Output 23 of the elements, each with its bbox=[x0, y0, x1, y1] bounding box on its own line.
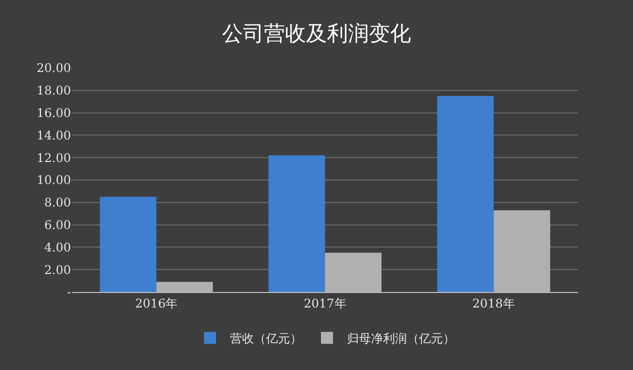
y-tick-label: 6.00 bbox=[44, 218, 71, 232]
bar bbox=[268, 155, 325, 292]
x-tick-label: 2018年 bbox=[472, 296, 515, 310]
legend-label: 营收（亿元） bbox=[230, 332, 302, 346]
bar bbox=[437, 96, 494, 292]
x-tick-label: 2017年 bbox=[304, 296, 346, 310]
y-tick-label: 10.00 bbox=[36, 173, 71, 188]
bar bbox=[100, 196, 156, 292]
y-tick-label: 2.00 bbox=[44, 262, 71, 277]
y-tick-label: 16.00 bbox=[36, 106, 71, 120]
bar bbox=[494, 210, 550, 292]
bar bbox=[156, 282, 213, 292]
y-tick-label: 4.00 bbox=[44, 240, 71, 254]
y-tick-label: 8.00 bbox=[44, 196, 71, 210]
y-tick-label: - bbox=[66, 285, 71, 300]
x-tick-label: 2016年 bbox=[135, 296, 178, 310]
y-tick-label: 20.00 bbox=[36, 61, 71, 76]
bar bbox=[325, 252, 382, 292]
y-tick-label: 18.00 bbox=[36, 84, 71, 98]
y-tick-label: 14.00 bbox=[36, 128, 71, 142]
y-tick-label: 12.00 bbox=[36, 150, 71, 165]
chart-title: 公司营收及利润变化 bbox=[222, 22, 411, 46]
legend-label: 归母净利润（亿元） bbox=[347, 332, 455, 346]
